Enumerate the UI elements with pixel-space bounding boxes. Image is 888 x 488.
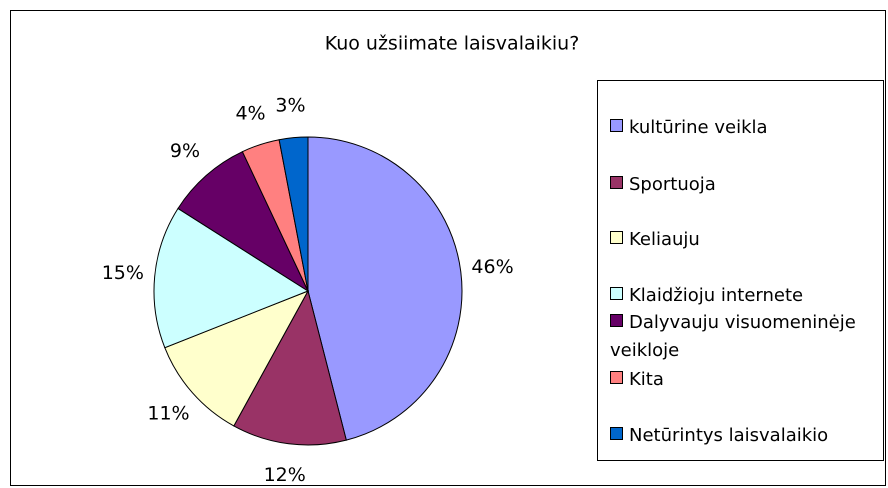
legend-item: Sportuoja xyxy=(610,171,882,199)
legend-swatch xyxy=(610,287,623,300)
legend-item: Kita xyxy=(610,366,882,394)
pie-slice xyxy=(307,136,463,441)
legend-frame xyxy=(597,80,884,461)
legend-label: kultūrine veikla xyxy=(629,117,768,138)
legend-label: Netūrintys laisvalaikio xyxy=(629,425,829,446)
legend-item: Netūrintys laisvalaikio xyxy=(610,422,882,450)
pie-slice xyxy=(153,207,310,349)
legend-swatch xyxy=(610,427,623,440)
legend-swatch xyxy=(610,231,623,244)
data-label: 4% xyxy=(235,103,265,125)
pie-slice xyxy=(278,136,309,292)
data-label: 12% xyxy=(264,464,306,486)
pie-slice xyxy=(164,290,310,427)
data-label: 11% xyxy=(147,403,189,425)
legend-item: Keliauju xyxy=(610,226,882,254)
pie-slice xyxy=(177,150,310,293)
legend-label: Dalyvauju visuomeninėje veikloje xyxy=(610,312,856,361)
data-label: 15% xyxy=(102,262,144,284)
chart-title: Kuo užsiimate laisvalaikiu? xyxy=(325,33,580,55)
legend-label: Klaidžioju internete xyxy=(629,285,804,306)
legend-label: Sportuoja xyxy=(629,174,716,195)
legend-swatch xyxy=(610,371,623,384)
legend-swatch xyxy=(610,314,623,327)
legend-item: kultūrine veikla xyxy=(610,114,882,142)
data-label: 9% xyxy=(170,140,200,162)
legend-item: Klaidžioju internete xyxy=(610,282,882,310)
data-label: 46% xyxy=(471,256,513,278)
legend-item: Dalyvauju visuomeninėje veikloje xyxy=(610,309,882,365)
data-label: 3% xyxy=(275,94,305,116)
legend-swatch xyxy=(610,119,623,132)
legend-label: Kita xyxy=(629,369,664,390)
legend-label: Keliauju xyxy=(629,229,700,250)
pie-slice xyxy=(233,289,347,446)
legend-swatch xyxy=(610,176,623,189)
